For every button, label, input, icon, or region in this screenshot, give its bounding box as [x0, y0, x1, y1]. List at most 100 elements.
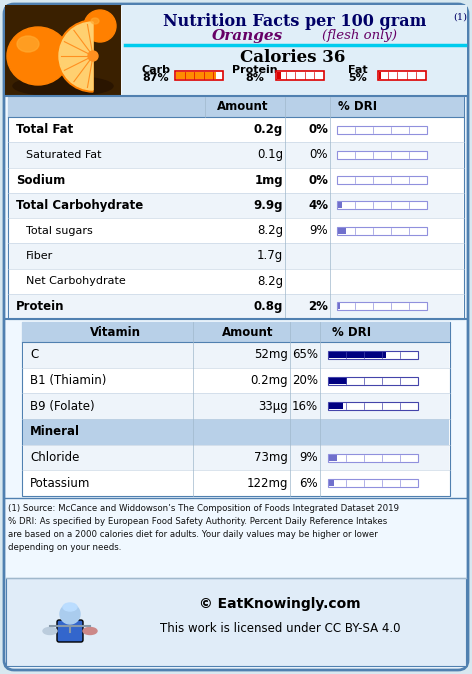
- Text: 6%: 6%: [299, 477, 318, 490]
- Text: 2%: 2%: [308, 300, 328, 313]
- Text: 0.8g: 0.8g: [253, 300, 283, 313]
- Bar: [338, 303, 340, 309]
- Text: 0%: 0%: [310, 148, 328, 161]
- Bar: [22, 322, 450, 342]
- Bar: [337, 226, 427, 235]
- Bar: [8, 97, 464, 319]
- Bar: [328, 377, 418, 384]
- Bar: [337, 151, 427, 159]
- Text: 52mg: 52mg: [254, 348, 288, 361]
- Ellipse shape: [63, 603, 77, 611]
- Ellipse shape: [83, 627, 97, 634]
- Bar: [328, 454, 418, 462]
- Bar: [329, 403, 343, 409]
- Wedge shape: [59, 22, 93, 90]
- Text: Total sugars: Total sugars: [26, 226, 93, 236]
- Text: 0.2mg: 0.2mg: [250, 374, 288, 387]
- Ellipse shape: [43, 627, 57, 634]
- Bar: [328, 402, 418, 410]
- Text: % DRI: % DRI: [338, 100, 378, 113]
- Text: This work is licensed under CC BY-SA 4.0: This work is licensed under CC BY-SA 4.0: [160, 621, 400, 634]
- Text: 0.2g: 0.2g: [254, 123, 283, 136]
- Text: Potassium: Potassium: [30, 477, 90, 490]
- Circle shape: [88, 51, 98, 61]
- Bar: [9, 193, 463, 218]
- Text: 0.1g: 0.1g: [257, 148, 283, 161]
- Text: Net Carbohydrate: Net Carbohydrate: [26, 276, 126, 286]
- Bar: [328, 351, 418, 359]
- Bar: [176, 71, 216, 78]
- Text: Amount: Amount: [222, 326, 274, 338]
- Bar: [9, 294, 463, 319]
- Text: C: C: [30, 348, 38, 361]
- Text: 4%: 4%: [308, 199, 328, 212]
- Bar: [378, 71, 426, 80]
- Text: 73mg: 73mg: [254, 451, 288, 464]
- Ellipse shape: [13, 76, 113, 96]
- Text: Nutrition Facts per 100 gram: Nutrition Facts per 100 gram: [163, 13, 427, 30]
- Circle shape: [60, 604, 80, 624]
- Bar: [329, 352, 386, 358]
- Text: 1.7g: 1.7g: [257, 249, 283, 262]
- Text: 5%: 5%: [349, 73, 367, 83]
- Ellipse shape: [91, 18, 99, 24]
- Bar: [379, 71, 381, 78]
- Bar: [23, 419, 449, 445]
- Bar: [175, 71, 223, 80]
- Bar: [329, 454, 337, 460]
- Text: 122mg: 122mg: [246, 477, 288, 490]
- Bar: [277, 71, 281, 78]
- Text: Sodium: Sodium: [16, 174, 65, 187]
- Bar: [328, 479, 418, 487]
- Text: % DRI: % DRI: [332, 326, 371, 338]
- Bar: [9, 243, 463, 268]
- Bar: [337, 303, 427, 310]
- Text: Oranges: Oranges: [212, 29, 284, 43]
- Bar: [23, 342, 449, 367]
- Text: 87%: 87%: [143, 73, 169, 83]
- Text: 16%: 16%: [292, 400, 318, 412]
- Text: Chloride: Chloride: [30, 451, 79, 464]
- Text: (1) Source: McCance and Widdowson’s The Composition of Foods Integrated Dataset : (1) Source: McCance and Widdowson’s The …: [8, 504, 399, 513]
- Text: Carb: Carb: [142, 65, 170, 75]
- Bar: [338, 202, 342, 208]
- Text: (flesh only): (flesh only): [322, 30, 397, 42]
- Text: Total Fat: Total Fat: [16, 123, 73, 136]
- Text: 20%: 20%: [292, 374, 318, 387]
- Text: depending on your needs.: depending on your needs.: [8, 543, 121, 552]
- Text: B1 (Thiamin): B1 (Thiamin): [30, 374, 106, 387]
- Bar: [6, 578, 466, 666]
- Text: Amount: Amount: [217, 100, 269, 113]
- Bar: [122, 5, 467, 96]
- Text: Fiber: Fiber: [26, 251, 53, 261]
- Text: 0%: 0%: [308, 123, 328, 136]
- Bar: [5, 5, 121, 96]
- Text: Total Carbohydrate: Total Carbohydrate: [16, 199, 143, 212]
- Bar: [22, 322, 450, 496]
- Text: 9%: 9%: [299, 451, 318, 464]
- Circle shape: [84, 10, 116, 42]
- Bar: [8, 97, 464, 117]
- Text: % DRI: As specified by European Food Safety Authority. Percent Daily Reference I: % DRI: As specified by European Food Saf…: [8, 517, 387, 526]
- Text: Mineral: Mineral: [30, 425, 80, 438]
- Text: 8.2g: 8.2g: [257, 274, 283, 288]
- Bar: [23, 445, 449, 470]
- Ellipse shape: [7, 27, 69, 85]
- Text: Protein: Protein: [232, 65, 278, 75]
- Text: Calories 36: Calories 36: [240, 49, 346, 65]
- Text: © EatKnowingly.com: © EatKnowingly.com: [199, 597, 361, 611]
- Bar: [329, 377, 346, 384]
- Bar: [329, 480, 334, 486]
- Text: Vitamin: Vitamin: [90, 326, 141, 338]
- Bar: [337, 176, 427, 184]
- Bar: [337, 202, 427, 210]
- FancyBboxPatch shape: [4, 4, 468, 670]
- Text: (1): (1): [453, 13, 467, 22]
- Text: 9.9g: 9.9g: [253, 199, 283, 212]
- Text: Fat: Fat: [348, 65, 368, 75]
- Text: 1mg: 1mg: [254, 174, 283, 187]
- Ellipse shape: [17, 36, 39, 52]
- Text: 0%: 0%: [308, 174, 328, 187]
- Text: are based on a 2000 calories diet for adults. Your daily values may be higher or: are based on a 2000 calories diet for ad…: [8, 530, 378, 539]
- Bar: [276, 71, 324, 80]
